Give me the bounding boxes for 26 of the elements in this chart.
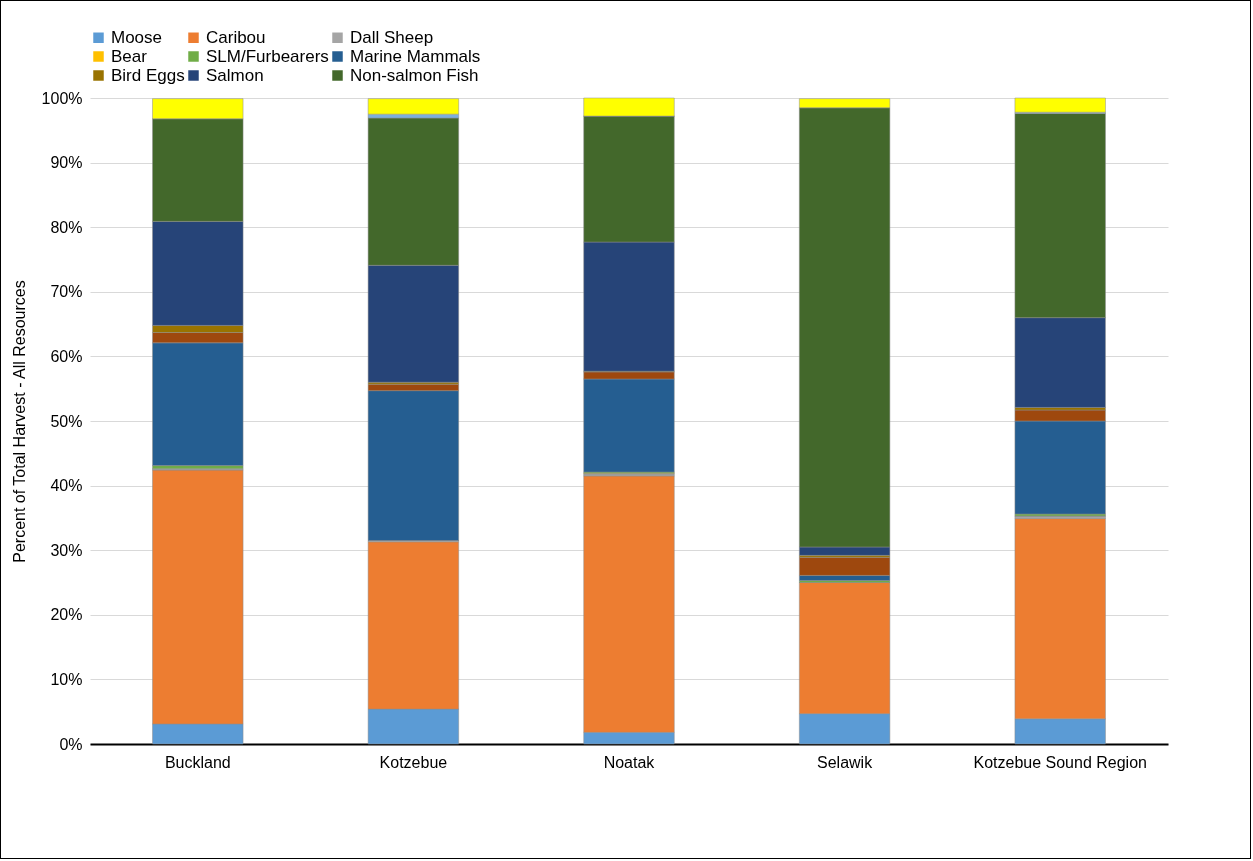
y-tick-label: 30% <box>50 541 83 559</box>
y-tick-label: 100% <box>41 89 83 107</box>
legend-label: SLM/Furbearers <box>206 46 329 66</box>
legend-label: Marine Mammals <box>350 46 481 66</box>
legend-label: Dall Sheep <box>350 27 434 47</box>
y-axis-title: Percent of Total Harvest - All Resources <box>10 280 28 563</box>
x-tick-label: Noatak <box>603 753 656 771</box>
legend-label: Salmon <box>206 65 264 85</box>
legend-label: Bear <box>111 46 148 66</box>
y-tick-label: 40% <box>50 477 83 495</box>
legend-label: Caribou <box>206 27 266 47</box>
y-tick-label: 0% <box>59 735 83 753</box>
y-tick-label: 70% <box>50 283 83 301</box>
y-tick-label: 10% <box>50 670 83 688</box>
x-tick-label: Kotzebue Sound Region <box>973 753 1147 771</box>
legend-label: Non-salmon Fish <box>350 65 479 85</box>
x-tick-label: Buckland <box>164 753 231 771</box>
y-tick-label: 90% <box>50 154 83 172</box>
y-tick-label: 80% <box>50 218 83 236</box>
y-tick-label: 60% <box>50 347 83 365</box>
y-tick-label: 50% <box>50 412 83 430</box>
legend-label: Moose <box>111 27 163 47</box>
x-tick-label: Selawik <box>817 753 874 771</box>
legend-label: Bird Eggs <box>111 65 185 85</box>
y-tick-label: 20% <box>50 606 83 624</box>
x-tick-label: Kotzebue <box>379 753 448 771</box>
